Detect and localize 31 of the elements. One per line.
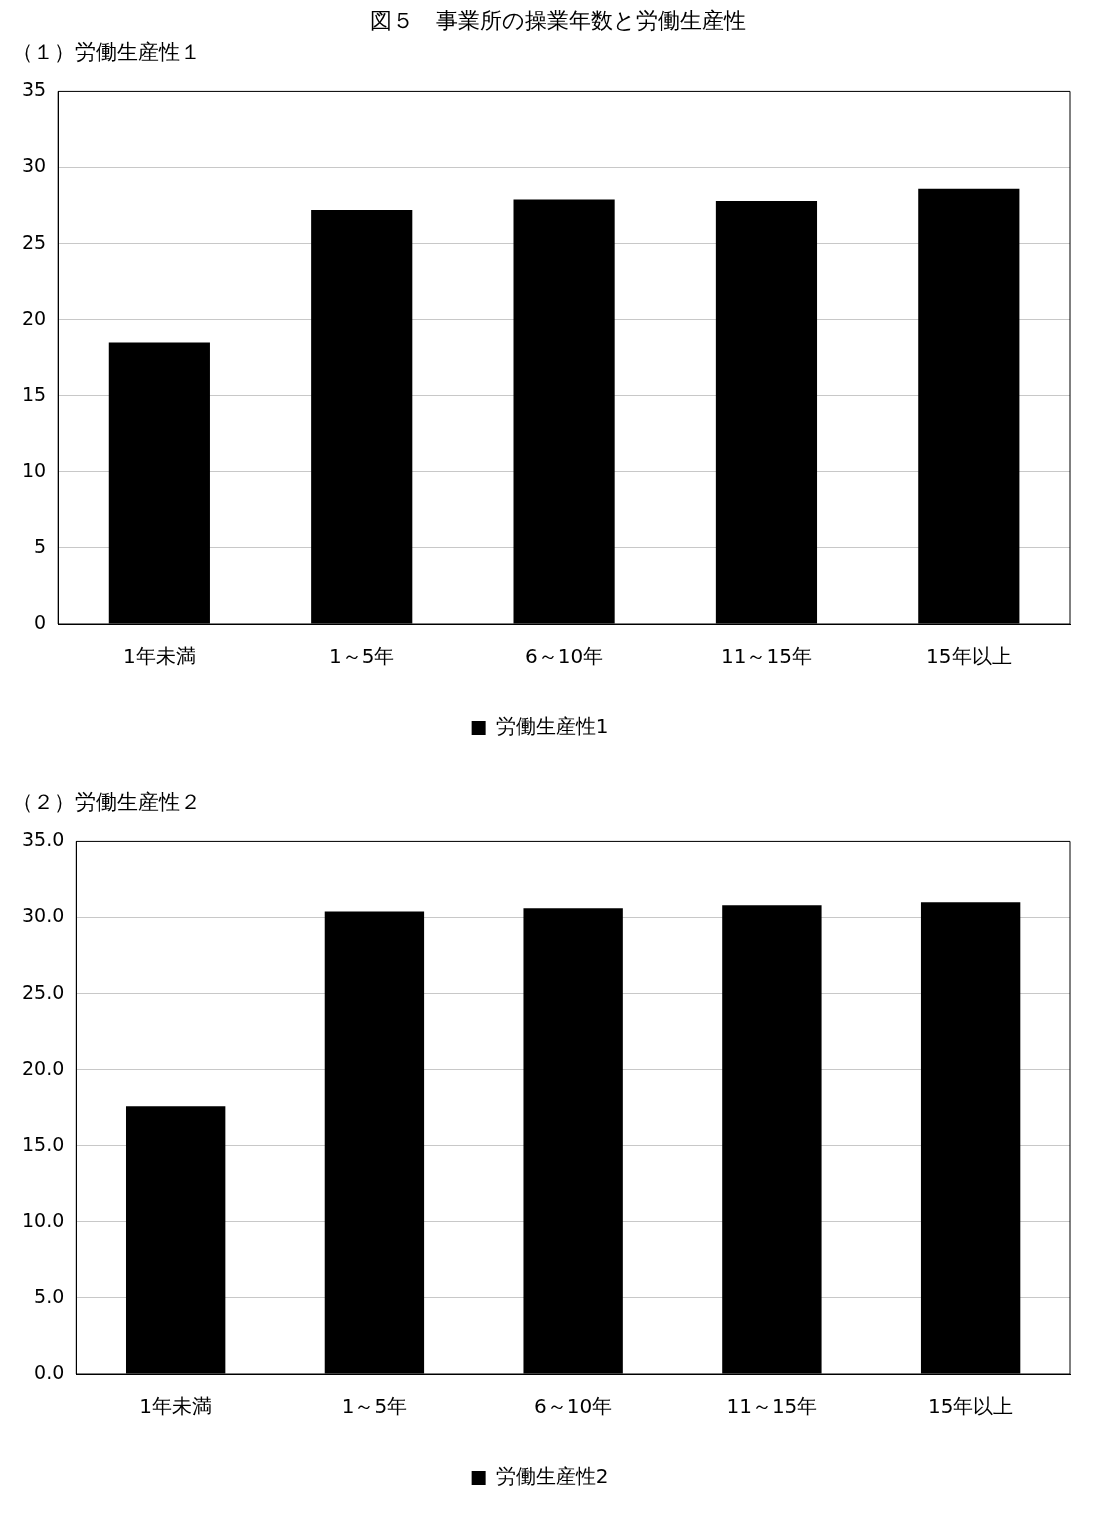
legend-label: 労働生産性1 [495, 714, 609, 739]
x-tick-label: 15年以上 [926, 644, 1012, 669]
y-tick-label: 20.0 [21, 1056, 65, 1079]
x-tick-label: 1～5年 [329, 644, 395, 669]
y-tick-label: 25 [21, 230, 47, 253]
y-tick-label: 35 [21, 78, 47, 101]
y-tick-label: 15 [21, 382, 47, 405]
legend-label: 労働生産性2 [495, 1464, 609, 1489]
x-tick-label: 6～10年 [534, 1394, 613, 1419]
chart-subtitle: （１）労働生産性１ [12, 39, 202, 66]
y-tick-label: 10 [21, 458, 47, 481]
y-tick-label: 25.0 [21, 980, 65, 1003]
y-tick-label: 15.0 [21, 1132, 65, 1155]
y-tick-label: 30 [21, 154, 47, 177]
y-tick-label: 0 [34, 610, 47, 633]
x-tick-label: 1～5年 [341, 1394, 408, 1419]
chart-title: （２）労働生産性２ [12, 789, 202, 816]
x-tick-label: 1年未満 [122, 644, 196, 669]
chart-title: 図５ 事業所の操業年数と労働生産性 [368, 7, 747, 34]
y-tick-label: 0.0 [34, 1360, 65, 1383]
x-tick-label: 11～15年 [721, 644, 812, 669]
y-tick-label: 5 [34, 534, 47, 557]
x-tick-label: 1年未満 [139, 1394, 213, 1419]
x-tick-label: 11～15年 [726, 1394, 818, 1419]
x-tick-label: 6～10年 [524, 644, 604, 669]
x-tick-label: 15年以上 [927, 1394, 1014, 1419]
y-tick-label: 5.0 [34, 1284, 65, 1307]
y-tick-label: 30.0 [21, 904, 65, 927]
y-tick-label: 35.0 [21, 828, 65, 851]
y-tick-label: 20 [21, 306, 47, 329]
y-tick-label: 10.0 [21, 1208, 65, 1231]
